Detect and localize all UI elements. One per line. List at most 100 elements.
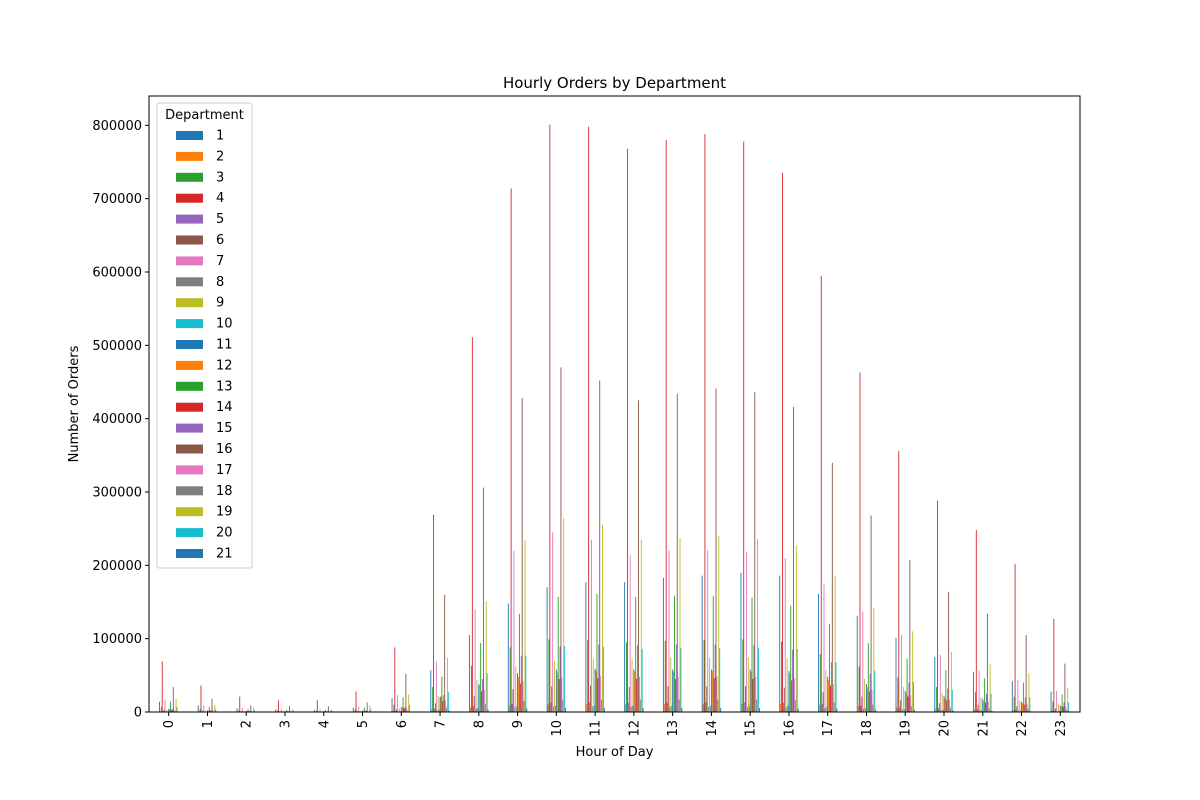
bar-dept-14-hour-1	[209, 710, 211, 712]
bar-dept-5-hour-23	[1054, 710, 1056, 712]
x-tick-label: 8	[472, 720, 487, 728]
bar-dept-12-hour-16	[789, 673, 791, 712]
bar-dept-4-hour-14	[704, 134, 706, 712]
bar-dept-17-hour-22	[1026, 703, 1028, 712]
bar-dept-13-hour-9	[518, 613, 520, 712]
axes-layer: 0 100000 200000 300000 400000 500000 600000 700…	[92, 119, 1068, 737]
bar-dept-3-hour-21	[974, 692, 976, 712]
bar-dept-4-hour-2	[239, 696, 241, 712]
bar-dept-7-hour-11	[590, 539, 592, 712]
bar-dept-5-hour-17	[821, 703, 823, 712]
bar-dept-15-hour-20	[947, 688, 949, 712]
bar-dept-13-hour-20	[945, 670, 947, 712]
bar-dept-2-hour-20	[935, 708, 937, 712]
bar-dept-1-hour-11	[585, 582, 587, 712]
bar-dept-9-hour-8	[476, 679, 478, 712]
legend-swatch-dept-11	[176, 340, 203, 349]
bar-dept-20-hour-19	[913, 681, 914, 712]
bar-dept-18-hour-6	[407, 710, 409, 712]
bar-dept-9-hour-21	[980, 697, 982, 712]
bar-dept-13-hour-2	[247, 709, 249, 712]
bar-dept-19-hour-17	[834, 575, 836, 712]
bar-dept-21-hour-14	[720, 707, 722, 712]
bar-dept-11-hour-7	[439, 697, 441, 712]
bar-dept-15-hour-10	[559, 646, 561, 712]
legend-swatch-dept-21	[176, 549, 203, 558]
bar-dept-16-hour-23	[1064, 663, 1066, 712]
bar-dept-8-hour-18	[863, 708, 865, 712]
bar-dept-15-hour-9	[520, 656, 522, 712]
bar-dept-20-hour-1	[215, 709, 217, 712]
bar-dept-6-hour-20	[938, 703, 940, 712]
bar-dept-19-hour-9	[524, 540, 526, 712]
bar-dept-14-hour-8	[481, 691, 483, 712]
bar-dept-7-hour-17	[823, 584, 825, 712]
bar-dept-2-hour-13	[663, 703, 665, 712]
x-tick-label: 5	[356, 720, 371, 728]
legend-swatch-dept-19	[176, 507, 203, 517]
bar-dept-19-hour-11	[602, 525, 603, 712]
bar-dept-13-hour-12	[635, 596, 637, 712]
y-tick-label: 600000	[92, 266, 142, 281]
bar-dept-19-hour-5	[369, 705, 371, 712]
bar-dept-9-hour-20	[941, 692, 943, 712]
bar-dept-2-hour-12	[625, 703, 627, 712]
legend-swatch-dept-2	[176, 151, 203, 161]
bar-dept-15-hour-0	[171, 709, 173, 712]
bar-dept-3-hour-14	[703, 640, 705, 712]
x-tick-label: 0	[162, 720, 177, 728]
bar-dept-12-hour-10	[556, 672, 558, 712]
legend-label-dept-11: 11	[216, 338, 233, 353]
bar-dept-1-hour-19	[895, 637, 897, 712]
bar-dept-19-hour-13	[679, 538, 681, 712]
bar-dept-19-hour-0	[175, 698, 177, 712]
bar-dept-14-hour-13	[674, 679, 676, 712]
legend-swatch-dept-4	[176, 193, 203, 203]
bar-dept-4-hour-12	[626, 148, 628, 713]
bar-dept-8-hour-13	[669, 706, 671, 712]
bar-dept-13-hour-4	[325, 709, 327, 712]
legend-label-dept-21: 21	[216, 547, 233, 562]
bar-dept-8-hour-20	[940, 710, 942, 712]
bar-dept-14-hour-19	[907, 696, 909, 712]
bar-dept-15-hour-15	[753, 645, 755, 712]
bar-dept-19-hour-12	[640, 539, 642, 712]
bar-dept-12-hour-20	[944, 698, 946, 712]
bar-dept-11-hour-1	[207, 710, 208, 712]
bar-dept-16-hour-3	[289, 706, 291, 712]
bar-dept-8-hour-8	[475, 708, 477, 712]
legend-swatch-dept-1	[176, 131, 203, 140]
bar-dept-11-hour-14	[710, 669, 712, 712]
legend-swatch-dept-3	[176, 172, 203, 182]
bar-dept-19-hour-8	[485, 601, 487, 712]
bar-dept-6-hour-5	[357, 710, 359, 712]
bar-dept-9-hour-6	[398, 708, 400, 712]
legend-label-dept-13: 13	[216, 379, 233, 394]
bar-dept-3-hour-6	[393, 704, 395, 712]
bar-dept-3-hour-17	[819, 654, 821, 712]
bar-dept-16-hour-17	[831, 462, 833, 712]
x-tick-label: 3	[278, 720, 293, 728]
legend-label-dept-15: 15	[216, 421, 233, 436]
bar-dept-12-hour-9	[518, 676, 519, 712]
bar-dept-16-hour-1	[211, 698, 213, 712]
bar-dept-16-hour-0	[172, 687, 174, 712]
bar-dept-13-hour-8	[480, 643, 482, 712]
bar-dept-9-hour-17	[825, 670, 827, 712]
legend-label-dept-17: 17	[216, 463, 233, 478]
bar-dept-1-hour-7	[430, 670, 432, 712]
bar-dept-20-hour-16	[796, 648, 798, 712]
bar-dept-11-hour-12	[633, 669, 635, 712]
bar-dept-21-hour-19	[914, 710, 915, 712]
legend-label-dept-10: 10	[216, 317, 233, 332]
bar-dept-6-hour-15	[745, 686, 746, 712]
bar-dept-4-hour-16	[782, 173, 783, 712]
bar-dept-17-hour-21	[987, 701, 989, 712]
legend-label-dept-8: 8	[216, 275, 224, 290]
bar-dept-14-hour-12	[636, 679, 638, 712]
x-tick-label: 4	[317, 720, 332, 728]
bar-dept-6-hour-23	[1055, 708, 1057, 712]
bar-dept-4-hour-19	[898, 450, 900, 712]
bar-dept-21-hour-7	[448, 710, 450, 712]
bar-dept-1-hour-6	[391, 698, 393, 712]
